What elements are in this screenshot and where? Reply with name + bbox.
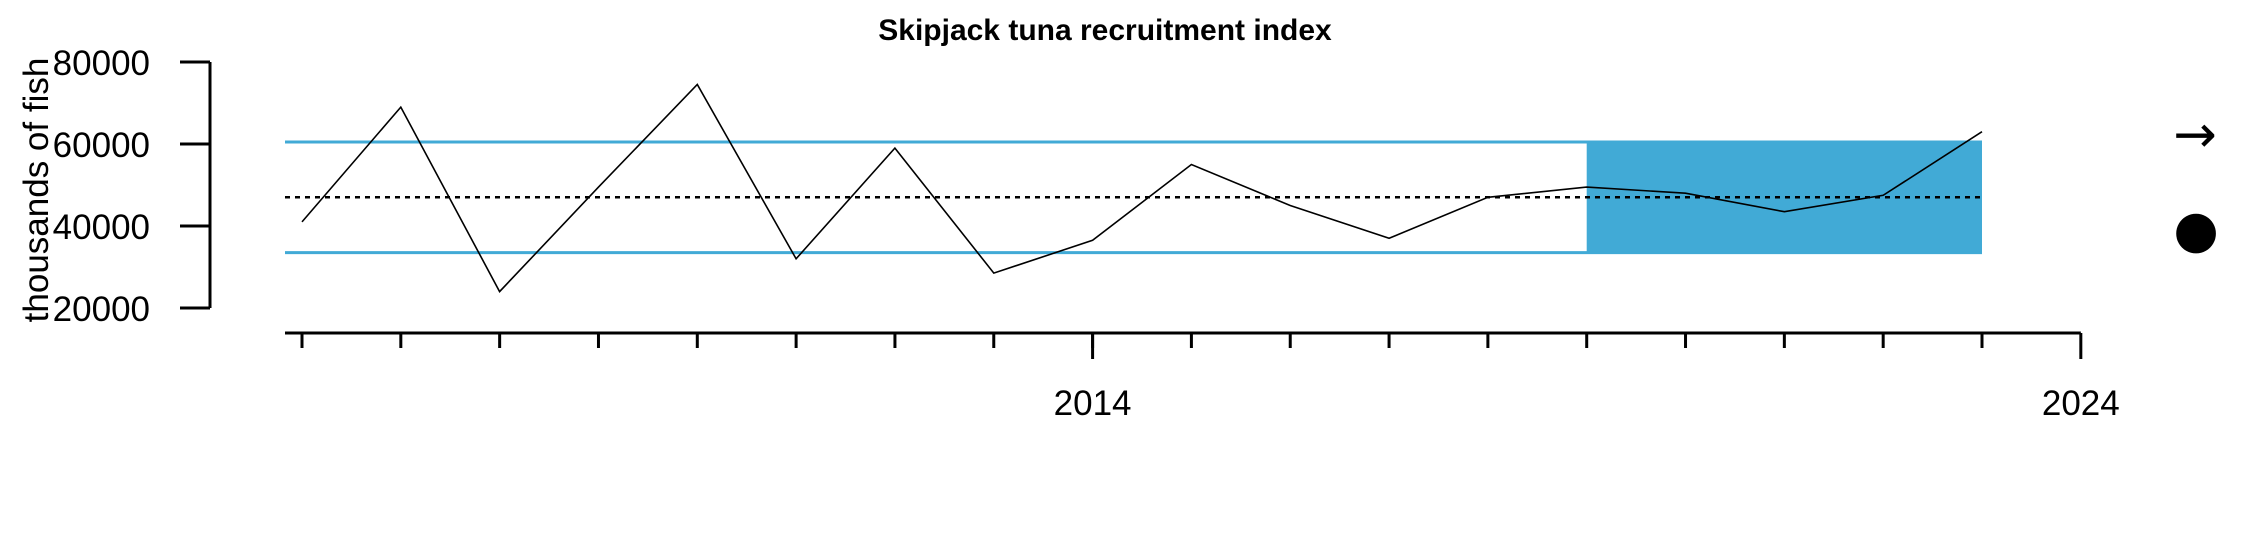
filled-dot-icon: ● xyxy=(2173,200,2218,260)
y-tick-label: 20000 xyxy=(53,290,150,329)
series-line xyxy=(301,83,1983,293)
y-tick-label: 80000 xyxy=(53,44,150,83)
plot-area xyxy=(285,83,1983,293)
y-axis-title: thousands of fish xyxy=(17,58,56,323)
y-axis: 80000 60000 40000 20000 xyxy=(53,44,212,329)
y-tick-label: 60000 xyxy=(53,126,150,165)
x-tick-label: 2014 xyxy=(1054,384,1132,423)
x-tick-label: 2024 xyxy=(2042,384,2120,423)
x-axis: 2014 2024 xyxy=(285,331,2120,423)
right-arrow-icon: → xyxy=(2173,105,2217,165)
y-tick-label: 40000 xyxy=(53,208,150,247)
chart-title: Skipjack tuna recruitment index xyxy=(878,14,1332,47)
